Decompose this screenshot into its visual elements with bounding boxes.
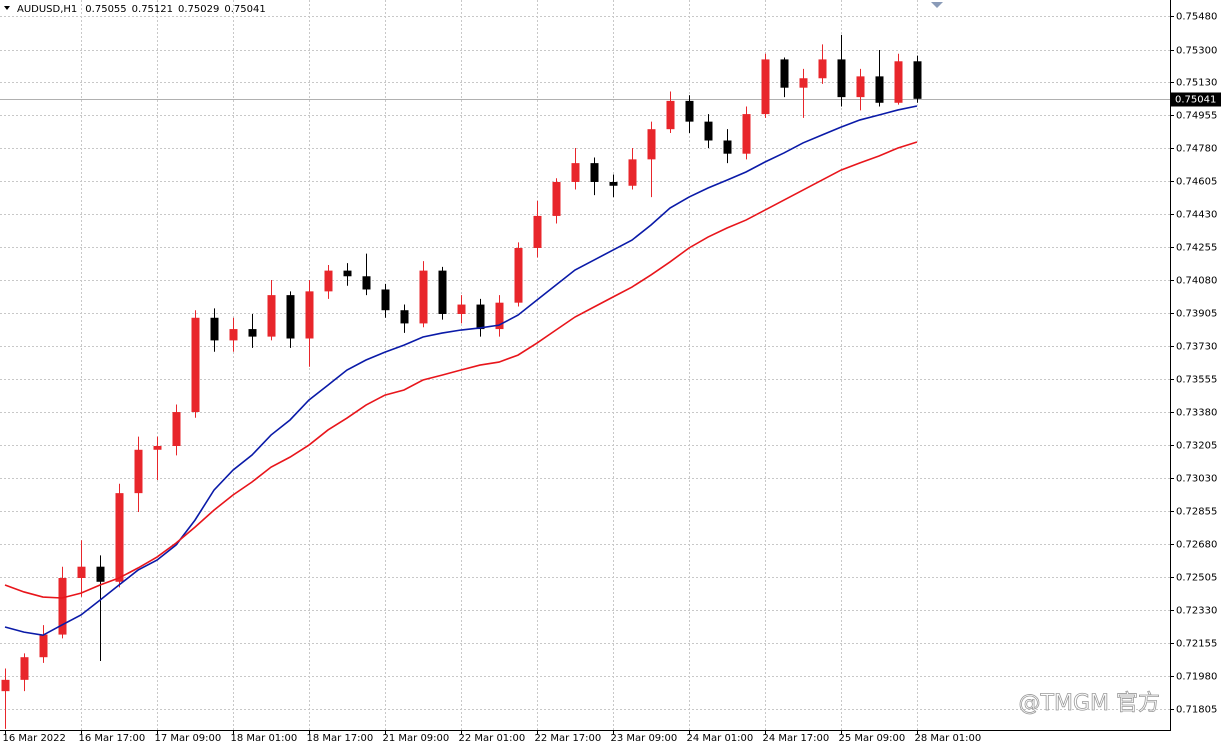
y-tick-label: 0.73030 [1176, 474, 1217, 485]
y-tick-label: 0.73905 [1176, 309, 1217, 320]
candle-body [343, 270, 352, 277]
candle-body [742, 114, 751, 154]
candle-body [647, 129, 656, 160]
candle-body [457, 304, 466, 314]
y-tick-label: 0.73730 [1176, 342, 1217, 353]
candle-body [761, 59, 770, 115]
x-tick-label: 22 Mar 17:00 [535, 733, 602, 744]
x-tick-label: 24 Mar 01:00 [687, 733, 754, 744]
header-price: 0.75121 [132, 4, 173, 15]
y-tick-label: 0.72855 [1176, 507, 1217, 518]
y-tick-label: 0.74255 [1176, 243, 1217, 254]
moving-average [4, 141, 918, 599]
symbol: AUDUSD,H1 [17, 4, 77, 15]
candle-body [153, 445, 162, 450]
x-tick-label: 21 Mar 09:00 [383, 733, 450, 744]
candle-body [856, 76, 865, 98]
candle-body [362, 276, 371, 290]
candle-body [723, 140, 732, 154]
candle-body [685, 100, 694, 122]
menu-arrow[interactable] [4, 6, 10, 10]
header-price: 0.75041 [224, 4, 265, 15]
candle-body [476, 304, 485, 330]
y-tick-label: 0.74430 [1176, 210, 1217, 221]
candle-body [780, 59, 789, 88]
y-tick-label: 0.74780 [1176, 144, 1217, 155]
candle-body [400, 310, 409, 324]
x-tick-label: 23 Mar 09:00 [611, 733, 678, 744]
candle-body [210, 317, 219, 341]
y-tick-label: 0.75300 [1176, 46, 1217, 57]
candle-body [58, 578, 67, 635]
candle-body [267, 295, 276, 337]
candle-body [552, 181, 561, 216]
y-tick-label: 0.72330 [1176, 606, 1217, 617]
x-tick-label: 18 Mar 01:00 [231, 733, 298, 744]
candle-body [286, 295, 295, 339]
candle-body [134, 449, 143, 494]
y-tick-label: 0.74080 [1176, 276, 1217, 287]
x-tick-label: 18 Mar 17:00 [307, 733, 374, 744]
candle-body [590, 163, 599, 182]
candle-body [533, 215, 542, 248]
candle-body [704, 121, 713, 141]
y-tick-label: 0.72155 [1176, 639, 1217, 650]
candle-body [875, 76, 884, 103]
x-tick-label: 28 Mar 01:00 [915, 733, 982, 744]
shift-marker[interactable] [931, 2, 943, 8]
candle-body [514, 247, 523, 303]
candle-body [818, 59, 827, 79]
watermark: @TMGM 官方 [1019, 691, 1160, 716]
candle-body [799, 78, 808, 88]
y-tick-label: 0.73555 [1176, 375, 1217, 386]
y-tick-label: 0.75130 [1176, 78, 1217, 89]
x-tick-label: 25 Mar 09:00 [839, 733, 906, 744]
header: AUDUSD,H1 0.75055 0.75121 0.75029 0.75041 [17, 4, 266, 15]
candle-body [191, 317, 200, 413]
candle-body [20, 657, 29, 680]
candle-body [628, 159, 637, 186]
candle-body [172, 412, 181, 446]
y-tick-label: 0.75480 [1176, 12, 1217, 23]
x-tick-label: 16 Mar 2022 [3, 733, 66, 744]
candle-body [115, 493, 124, 582]
y-tick-label: 0.72505 [1176, 573, 1217, 584]
candle-body [495, 302, 504, 330]
x-tick-label: 16 Mar 17:00 [79, 733, 146, 744]
candle-body [419, 270, 428, 324]
candle-body [305, 291, 314, 339]
y-tick-label: 0.71805 [1176, 705, 1217, 716]
price-label-box [1171, 92, 1221, 107]
header-price: 0.75055 [85, 4, 126, 15]
y-tick-label: 0.73380 [1176, 408, 1217, 419]
candle-body [666, 100, 675, 130]
marks [1, 34, 922, 729]
candle-body [324, 270, 333, 292]
candle-body [913, 61, 922, 99]
candle-body [1, 679, 10, 692]
candle-body [571, 163, 580, 182]
y-tick-label: 0.74605 [1176, 177, 1217, 188]
y-tick-label: 0.71980 [1176, 672, 1217, 683]
x-tick-label: 17 Mar 09:00 [155, 733, 222, 744]
candle-body [77, 566, 86, 579]
candle-body [609, 181, 618, 186]
candle-body [229, 329, 238, 341]
candle-body [248, 329, 257, 337]
moving-average [4, 105, 918, 636]
y-tick-label: 0.72680 [1176, 540, 1217, 551]
candle-body [96, 566, 105, 582]
candle-body [894, 61, 903, 103]
y-tick-label: 0.73205 [1176, 441, 1217, 452]
price-label: 0.75041 [1175, 95, 1216, 106]
x-tick-label: 24 Mar 17:00 [763, 733, 830, 744]
x-tick-label: 22 Mar 01:00 [459, 733, 526, 744]
candle-body [438, 270, 447, 314]
y-tick-label: 0.74955 [1176, 111, 1217, 122]
candle-body [381, 289, 390, 311]
header-price: 0.75029 [178, 4, 219, 15]
candle-body [39, 634, 48, 658]
candle-body [837, 59, 846, 98]
